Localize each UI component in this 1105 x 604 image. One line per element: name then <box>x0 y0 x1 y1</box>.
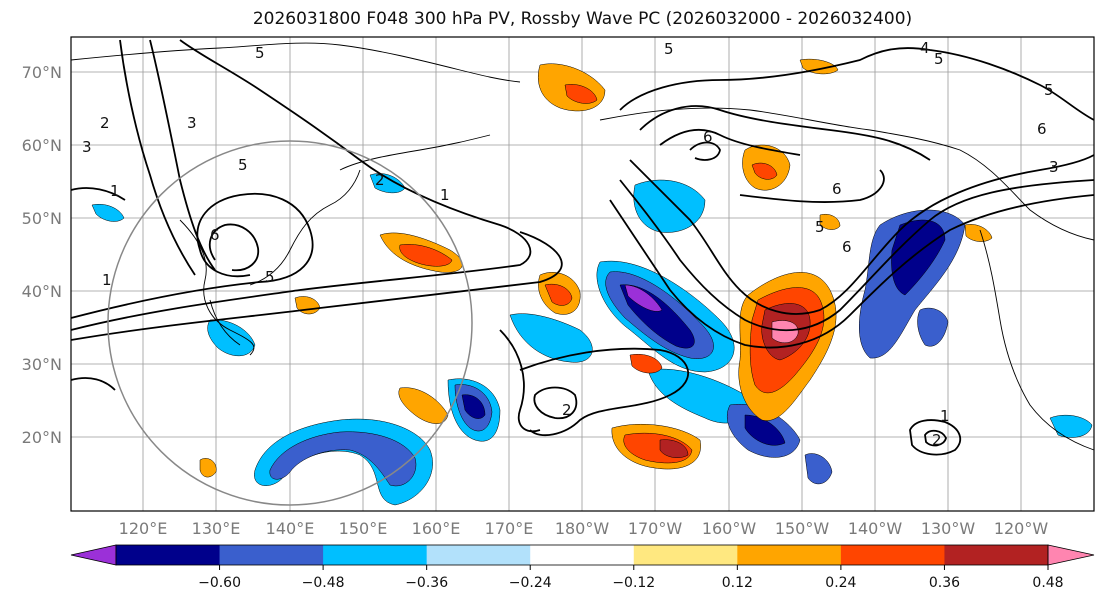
colorbar-bin <box>530 545 635 565</box>
coastlines <box>70 42 1095 451</box>
lat-tick-label: 60°N <box>22 136 62 155</box>
map-frame <box>70 36 1095 512</box>
contour-label: 2 <box>562 401 572 419</box>
contour-label: 1 <box>110 182 120 200</box>
colorbar: −0.60 −0.48 −0.36 −0.24 −0.12 0.12 0.24 0.36 0.4… <box>70 544 1095 591</box>
contour-label: 1 <box>102 271 112 289</box>
lon-tick-label: 180°W <box>555 519 610 538</box>
colorbar-tick-label: −0.36 <box>405 575 448 591</box>
colorbar-tick-label: −0.60 <box>198 575 241 591</box>
contour-label: 5 <box>1044 81 1054 99</box>
lon-tick-label: 130°E <box>192 519 241 538</box>
colorbar-tick-label: −0.12 <box>612 575 655 591</box>
pv-anomaly-shading <box>91 58 1093 506</box>
lat-tick-label: 20°N <box>22 428 62 447</box>
selection-circle <box>107 140 473 506</box>
contour-label: 6 <box>842 238 852 256</box>
lon-tick-label: 130°W <box>921 519 976 538</box>
lon-tick-label: 120°W <box>994 519 1049 538</box>
lon-tick-label: 150°W <box>775 519 830 538</box>
lat-tick-label: 50°N <box>22 209 62 228</box>
contour-label: 3 <box>1049 158 1059 176</box>
contour-label: 5 <box>664 40 674 58</box>
lon-tick-label: 170°W <box>628 519 683 538</box>
contour-label: 1 <box>940 407 950 425</box>
colorbar-tick-label: −0.48 <box>302 575 345 591</box>
lat-axis: 20°N 30°N 40°N 50°N 60°N 70°N <box>22 63 62 447</box>
contour-label-group: 2 3 1 1 6 5 5 3 5 1 2 2 5 4 5 5 6 3 6 6 … <box>82 39 1059 449</box>
lon-tick-label: 160°W <box>702 519 757 538</box>
contour-label: 5 <box>934 50 944 68</box>
lon-axis: 120°E 130°E 140°E 150°E 160°E 170°E 180°… <box>119 519 1049 538</box>
contour-label: 6 <box>832 180 842 198</box>
lon-tick-label: 160°E <box>412 519 461 538</box>
contour-label: 2 <box>375 171 385 189</box>
contour-label: 2 <box>932 431 942 449</box>
colorbar-extend-min <box>70 544 117 566</box>
contour-label: 3 <box>82 138 92 156</box>
contour-label: 5 <box>265 268 275 286</box>
colorbar-extend-max <box>1047 544 1095 566</box>
colorbar-bin <box>840 545 945 565</box>
lon-tick-label: 150°E <box>339 519 388 538</box>
contour-label: 6 <box>210 226 220 244</box>
colorbar-tick-label: 0.24 <box>825 575 856 591</box>
lon-tick-label: 140°W <box>848 519 903 538</box>
colorbar-frame <box>115 544 1049 566</box>
lat-tick-label: 40°N <box>22 282 62 301</box>
contour-label: 3 <box>187 114 197 132</box>
lon-tick-label: 120°E <box>119 519 168 538</box>
contour-label: 5 <box>815 218 825 236</box>
colorbar-bin <box>944 545 1049 565</box>
contour-label: 1 <box>440 186 450 204</box>
colorbar-bin <box>219 545 324 565</box>
colorbar-tick-label: 0.36 <box>929 575 960 591</box>
colorbar-bin <box>323 545 428 565</box>
colorbar-bin <box>116 545 221 565</box>
colorbar-bin <box>633 545 738 565</box>
colorbar-tick-label: 0.48 <box>1032 575 1063 591</box>
contour-label: 2 <box>100 114 110 132</box>
contour-label: 5 <box>255 44 265 62</box>
contour-label: 6 <box>1037 120 1047 138</box>
plot-title: 2026031800 F048 300 hPa PV, Rossby Wave … <box>252 9 913 29</box>
colorbar-bin <box>426 545 531 565</box>
pv-contours <box>70 39 1095 456</box>
lat-tick-label: 70°N <box>22 63 62 82</box>
colorbar-tick-label: 0.12 <box>722 575 753 591</box>
lon-tick-label: 170°E <box>485 519 534 538</box>
colorbar-bin <box>737 545 842 565</box>
lat-tick-label: 30°N <box>22 355 62 374</box>
lon-tick-label: 140°E <box>266 519 315 538</box>
contour-label: 6 <box>703 128 713 146</box>
colorbar-tick-label: −0.24 <box>509 575 552 591</box>
contour-label: 4 <box>920 39 930 57</box>
contour-label: 5 <box>238 156 248 174</box>
